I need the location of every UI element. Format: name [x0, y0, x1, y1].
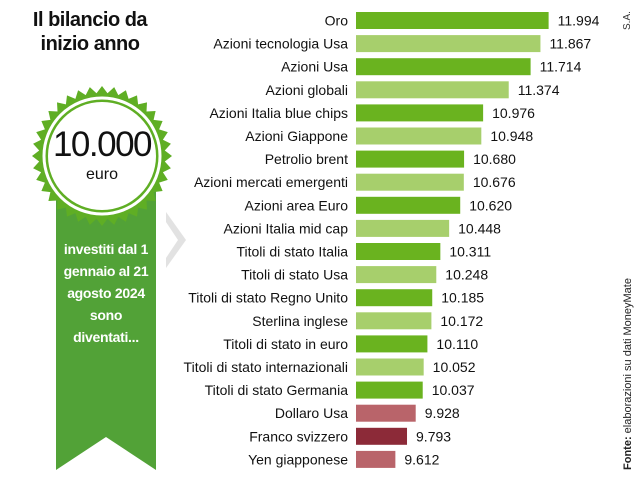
- bar-row: Dollaro Usa 9.928: [275, 404, 460, 422]
- value-label: 10.620: [469, 197, 512, 213]
- badge-amount: 10.000: [52, 125, 153, 164]
- value-label: 10.248: [445, 267, 488, 283]
- chevron-arrow-icon: [166, 212, 186, 268]
- bar: [356, 243, 441, 260]
- bar-row: Azioni Usa 11.714: [281, 58, 582, 76]
- category-label: Titoli di stato Regno Unito: [188, 290, 348, 306]
- bar-row: Azioni area Euro 10.620: [244, 196, 512, 214]
- value-label: 9.612: [404, 451, 439, 467]
- source-text: elaborazioni su dati MoneyMate: [622, 278, 634, 437]
- category-label: Dollaro Usa: [275, 405, 348, 421]
- source-note: Fonte: elaborazioni su dati MoneyMate: [622, 278, 634, 470]
- category-label: Titoli di stato in euro: [223, 336, 348, 352]
- bar: [356, 12, 549, 29]
- bar-row: Franco svizzero 9.793: [249, 427, 451, 445]
- bar: [356, 81, 509, 99]
- bar: [356, 127, 482, 145]
- bar-row: Azioni globali 11.374: [266, 81, 560, 99]
- bar: [356, 219, 450, 237]
- bar-row: Oro 11.994: [325, 12, 600, 29]
- bar: [356, 266, 437, 284]
- value-label: 10.185: [441, 290, 484, 306]
- bar-row: Azioni Giappone 10.948: [245, 127, 533, 145]
- value-label: 10.110: [436, 336, 478, 352]
- bar: [356, 450, 396, 468]
- category-label: Titoli di stato Germania: [205, 382, 349, 398]
- value-label: 10.311: [449, 244, 491, 260]
- bar: [356, 104, 484, 122]
- credit-initials: S.A.: [622, 11, 633, 30]
- category-label: Oro: [325, 13, 349, 29]
- category-label: Azioni Giappone: [245, 128, 348, 144]
- category-label: Sterlina inglese: [252, 313, 348, 329]
- bar-row: Titoli di stato Germania 10.037: [205, 381, 475, 399]
- value-label: 10.052: [433, 359, 476, 375]
- bar: [356, 173, 464, 191]
- category-label: Azioni Usa: [281, 59, 348, 75]
- bar-row: Titoli di stato Italia 10.311: [236, 243, 491, 260]
- ribbon-shape: [56, 190, 156, 470]
- bar-row: Titoli di stato Regno Unito 10.185: [188, 289, 484, 307]
- bar-row: Petrolio brent 10.680: [265, 150, 516, 168]
- category-label: Azioni tecnologia Usa: [213, 36, 348, 52]
- value-label: 11.714: [540, 59, 582, 75]
- bar: [356, 358, 424, 376]
- value-label: 9.793: [416, 428, 451, 444]
- value-label: 11.994: [558, 13, 600, 29]
- bar-row: Azioni mercati emergenti 10.676: [194, 173, 516, 191]
- category-label: Azioni mercati emergenti: [194, 174, 348, 190]
- category-label: Titoli di stato internazionali: [184, 359, 348, 375]
- bar: [356, 427, 408, 445]
- bar-row: Azioni Italia blue chips 10.976: [209, 104, 535, 122]
- value-label: 11.374: [518, 82, 560, 98]
- badge-unit: euro: [85, 166, 119, 183]
- category-label: Franco svizzero: [249, 428, 348, 444]
- bar: [356, 335, 428, 353]
- category-label: Azioni globali: [266, 82, 349, 98]
- bar-row: Azioni tecnologia Usa 11.867: [213, 35, 591, 53]
- badge-ribbon-graphic: [32, 86, 186, 470]
- bar-row: Yen giapponese 9.612: [248, 450, 440, 468]
- bar: [356, 312, 432, 330]
- category-label: Yen giapponese: [248, 451, 348, 467]
- bar-row: Sterlina inglese 10.172: [252, 312, 483, 330]
- bar-row: Azioni Italia mid cap 10.448: [223, 219, 501, 237]
- value-label: 10.037: [432, 382, 475, 398]
- value-label: 10.976: [492, 105, 535, 121]
- category-label: Titoli di stato Usa: [241, 267, 348, 283]
- bar-row: Titoli di stato in euro 10.110: [223, 335, 478, 353]
- chart-title: Il bilancio da inizio anno: [32, 9, 148, 55]
- bar: [356, 404, 416, 422]
- category-label: Titoli di stato Italia: [236, 244, 348, 260]
- value-label: 10.676: [473, 174, 516, 190]
- category-label: Azioni Italia mid cap: [223, 220, 348, 236]
- category-label: Azioni Italia blue chips: [209, 105, 348, 121]
- value-label: 9.928: [425, 405, 460, 421]
- bar: [356, 381, 423, 399]
- badge-ring: [42, 96, 162, 216]
- bar: [356, 35, 541, 53]
- value-label: 11.867: [549, 36, 591, 52]
- bar: [356, 150, 465, 168]
- bar: [356, 58, 531, 76]
- value-label: 10.448: [458, 220, 501, 236]
- bar: [356, 196, 461, 214]
- bar: [356, 289, 433, 307]
- value-label: 10.172: [440, 313, 483, 329]
- value-label: 10.948: [490, 128, 533, 144]
- badge-center: [48, 102, 156, 210]
- value-label: 10.680: [473, 151, 516, 167]
- category-label: Petrolio brent: [265, 151, 348, 167]
- category-label: Azioni area Euro: [244, 197, 348, 213]
- bar-row: Titoli di stato Usa 10.248: [241, 266, 488, 284]
- source-label: Fonte:: [622, 436, 634, 470]
- bar-row: Titoli di stato internazionali 10.052: [184, 358, 476, 376]
- ribbon-text: investiti dal 1 gennaio al 21 agosto 202…: [63, 241, 149, 345]
